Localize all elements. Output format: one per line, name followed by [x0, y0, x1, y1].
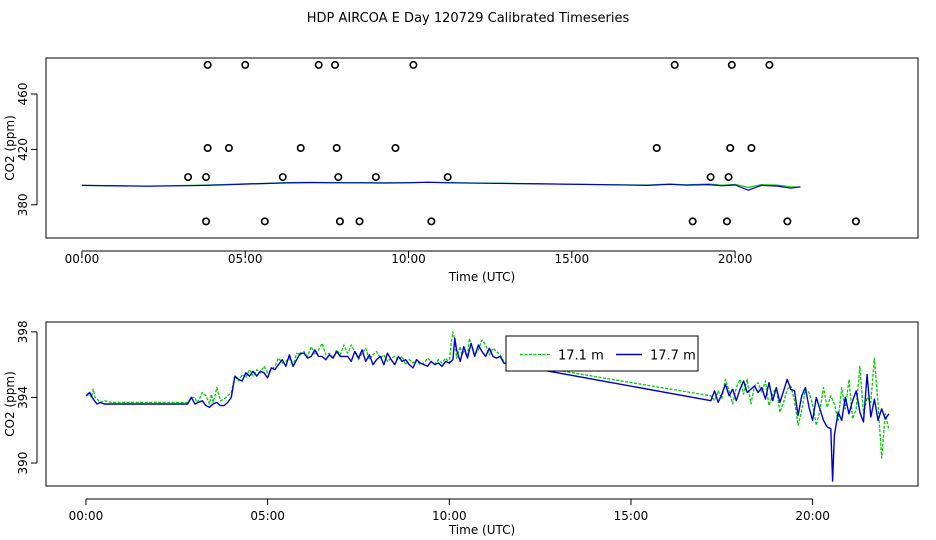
- x-axis-label: Time (UTC): [448, 270, 515, 284]
- sample-point: [427, 217, 436, 226]
- sample-point: [409, 60, 418, 69]
- sample-point: [443, 173, 452, 182]
- sample-point: [332, 144, 341, 153]
- sample-point: [296, 144, 305, 153]
- x-tick-label: 10:00: [432, 509, 467, 523]
- sample-point: [314, 60, 323, 69]
- chart-title: HDP AIRCOA E Day 120729 Calibrated Times…: [307, 11, 630, 26]
- sample-point: [203, 144, 212, 153]
- legend-box: [505, 335, 699, 372]
- bottom-panel: 00:00 05:00 10:00 15:00 20:00 Time (UTC) 390 39…: [3, 320, 919, 537]
- sample-point: [241, 60, 250, 69]
- x-tick-label: 00:00: [69, 509, 104, 523]
- sample-point: [765, 60, 774, 69]
- y-tick-label: 380: [16, 193, 30, 216]
- sample-point: [202, 173, 211, 182]
- x-tick-label: 20:00: [718, 252, 753, 266]
- sample-point: [260, 217, 269, 226]
- y-tick-label: 390: [16, 452, 30, 475]
- sample-point: [727, 60, 736, 69]
- sample-point: [783, 217, 792, 226]
- sample-point: [747, 144, 756, 153]
- top-panel: 00:00 05:00 10:00 15:00 20:00 Time (UTC) 380 42…: [3, 57, 919, 284]
- y-axis-label: CO2 (ppm): [3, 115, 17, 181]
- sample-point: [670, 60, 679, 69]
- sample-point: [722, 217, 731, 226]
- x-tick-label: 10:00: [391, 252, 426, 266]
- legend-label-17-1m: 17.1 m: [558, 349, 604, 364]
- sample-point: [334, 173, 343, 182]
- sample-point: [706, 173, 715, 182]
- series-line-17-7-m: [81, 181, 801, 191]
- sample-point: [331, 60, 340, 69]
- sample-point: [851, 217, 860, 226]
- x-tick-label: 20:00: [795, 509, 830, 523]
- series-line-17-1-m: [85, 331, 890, 459]
- x-tick-label: 05:00: [250, 509, 285, 523]
- sample-point: [202, 217, 211, 226]
- plot-frame: [45, 321, 919, 487]
- plot-frame: [45, 57, 919, 239]
- x-tick-label: 00:00: [65, 252, 100, 266]
- sample-point: [184, 173, 193, 182]
- y-tick-label: 460: [16, 83, 30, 106]
- plot-area: [81, 181, 801, 191]
- sample-point: [203, 60, 212, 69]
- sample-point: [224, 144, 233, 153]
- sample-point: [391, 144, 400, 153]
- y-axis-label: CO2 (ppm): [3, 371, 17, 437]
- sample-point: [335, 217, 344, 226]
- x-tick-label: 15:00: [614, 509, 649, 523]
- sample-point: [355, 217, 364, 226]
- sample-point: [371, 173, 380, 182]
- series-line-17-7-m: [85, 337, 890, 482]
- plot-area: [85, 331, 890, 482]
- x-axis-label: Time (UTC): [448, 523, 515, 537]
- sample-point: [726, 144, 735, 153]
- legend-label-17-7m: 17.7 m: [650, 349, 696, 364]
- y-tick-label: 420: [16, 138, 30, 161]
- sample-point: [724, 173, 733, 182]
- sample-point: [652, 144, 661, 153]
- sample-point: [688, 217, 697, 226]
- sample-point: [278, 173, 287, 182]
- y-tick-label: 398: [16, 320, 30, 343]
- x-tick-label: 15:00: [555, 252, 590, 266]
- x-tick-label: 05:00: [228, 252, 263, 266]
- y-tick-label: 394: [16, 386, 30, 409]
